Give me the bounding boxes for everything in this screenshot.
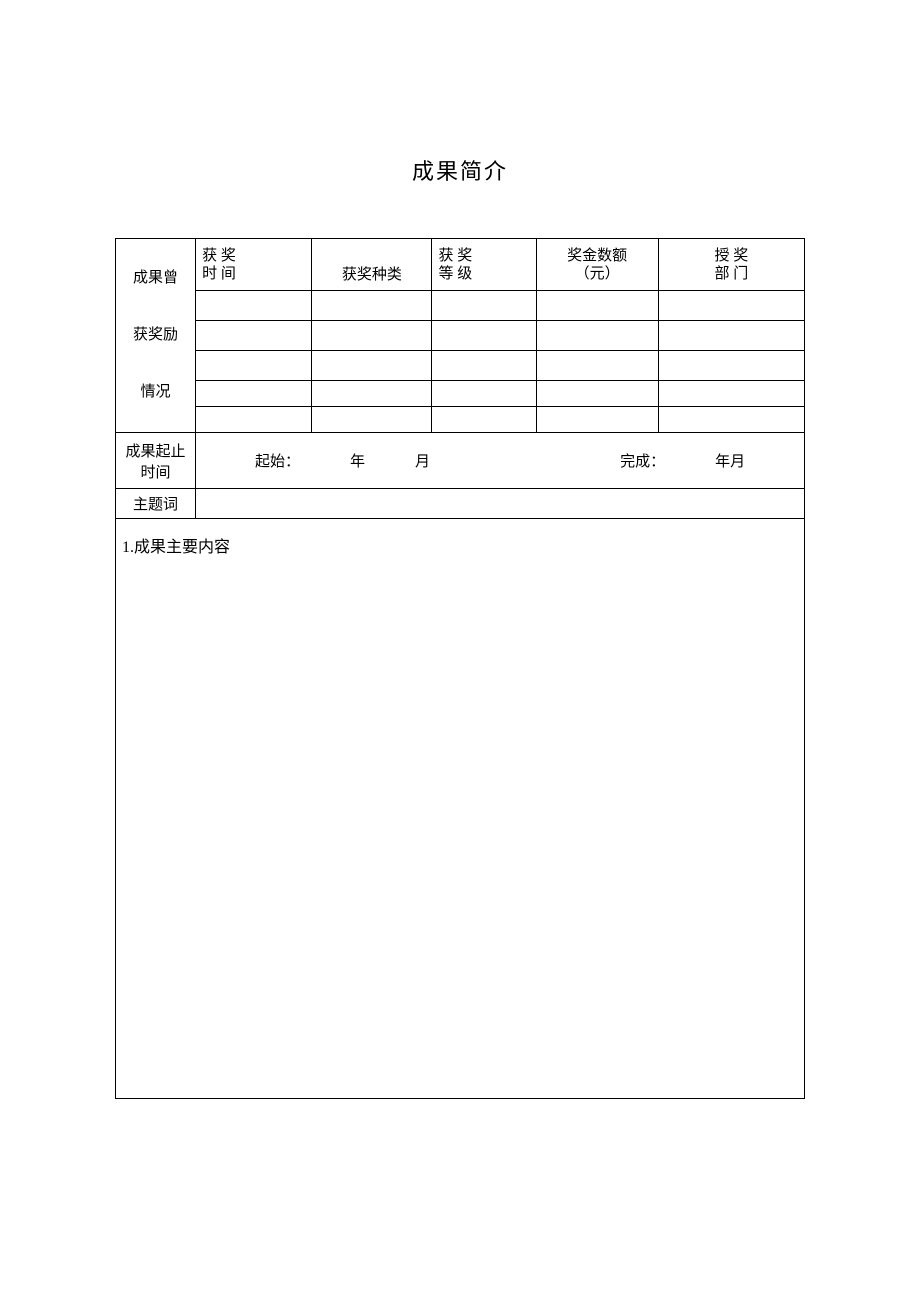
cell-award-department-4 [658, 407, 804, 433]
cell-award-amount-1 [536, 321, 658, 351]
cell-award-time-2 [196, 351, 312, 381]
cell-award-amount-4 [536, 407, 658, 433]
start-label: 起始： [255, 454, 300, 470]
start-year: 年 [350, 454, 365, 470]
cell-award-department-2 [658, 351, 804, 381]
subject-row: 主题词 [116, 489, 805, 519]
header-award-level: 获 奖等 级 [432, 239, 536, 291]
awards-row-label-text: 成果曾获奖励情况 [133, 270, 178, 400]
form-table: 成果曾获奖励情况 获 奖时 间 获奖种类 获 奖等 级 奖金数额（元） 授 奖部… [115, 238, 805, 1099]
content-row: 1.成果主要内容 [116, 519, 805, 1099]
header-award-time-text: 获 奖时 间 [202, 248, 236, 282]
content-cell: 1.成果主要内容 [116, 519, 805, 1099]
time-range-label: 成果起止时间 [116, 433, 196, 489]
cell-award-amount-0 [536, 291, 658, 321]
cell-award-amount-3 [536, 381, 658, 407]
award-row-3 [116, 381, 805, 407]
header-award-time: 获 奖时 间 [196, 239, 312, 291]
awards-row-label: 成果曾获奖励情况 [116, 239, 196, 433]
time-range-content: 起始：年月完成：年月 [196, 433, 805, 489]
time-range-label-text: 成果起止时间 [126, 444, 186, 481]
award-row-1 [116, 321, 805, 351]
page-title: 成果简介 [0, 154, 920, 186]
cell-award-category-1 [312, 321, 432, 351]
cell-award-category-0 [312, 291, 432, 321]
header-award-level-text: 获 奖等 级 [438, 248, 472, 282]
cell-award-amount-2 [536, 351, 658, 381]
cell-award-category-2 [312, 351, 432, 381]
content-heading: 1.成果主要内容 [116, 519, 804, 557]
cell-award-category-4 [312, 407, 432, 433]
header-award-department: 授 奖部 门 [658, 239, 804, 291]
header-award-amount-text: 奖金数额（元） [567, 248, 627, 282]
subject-label: 主题词 [116, 489, 196, 519]
cell-award-department-0 [658, 291, 804, 321]
cell-award-level-2 [432, 351, 536, 381]
start-month: 月 [415, 454, 430, 470]
subject-value [196, 489, 805, 519]
cell-award-category-3 [312, 381, 432, 407]
award-row-0 [116, 291, 805, 321]
cell-award-time-3 [196, 381, 312, 407]
cell-award-department-3 [658, 381, 804, 407]
award-row-2 [116, 351, 805, 381]
cell-award-level-4 [432, 407, 536, 433]
cell-award-level-0 [432, 291, 536, 321]
awards-header-row: 成果曾获奖励情况 获 奖时 间 获奖种类 获 奖等 级 奖金数额（元） 授 奖部… [116, 239, 805, 291]
award-row-4 [116, 407, 805, 433]
header-award-amount: 奖金数额（元） [536, 239, 658, 291]
cell-award-time-4 [196, 407, 312, 433]
cell-award-level-3 [432, 381, 536, 407]
header-award-category-text: 获奖种类 [342, 267, 402, 283]
cell-award-department-1 [658, 321, 804, 351]
end-label: 完成： [620, 454, 665, 470]
cell-award-time-0 [196, 291, 312, 321]
header-award-category: 获奖种类 [312, 239, 432, 291]
header-award-department-text: 授 奖部 门 [714, 248, 748, 282]
cell-award-level-1 [432, 321, 536, 351]
end-yearmonth: 年月 [715, 454, 745, 470]
time-range-row: 成果起止时间 起始：年月完成：年月 [116, 433, 805, 489]
cell-award-time-1 [196, 321, 312, 351]
